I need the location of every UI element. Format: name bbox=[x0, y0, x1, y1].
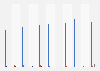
Bar bbox=[46, 4, 54, 67]
Bar bbox=[15, 66, 16, 67]
Bar bbox=[6, 66, 7, 67]
Bar bbox=[65, 23, 66, 67]
Bar bbox=[63, 4, 71, 67]
Bar bbox=[74, 19, 75, 67]
Bar bbox=[40, 65, 41, 67]
Bar bbox=[31, 26, 32, 67]
Bar bbox=[14, 65, 15, 67]
Bar bbox=[41, 66, 42, 67]
Bar bbox=[29, 4, 37, 67]
Bar bbox=[22, 27, 23, 67]
Bar bbox=[92, 66, 93, 67]
Bar bbox=[57, 66, 58, 67]
Bar bbox=[12, 4, 19, 67]
Bar bbox=[75, 66, 76, 67]
Bar bbox=[94, 64, 95, 67]
Bar bbox=[91, 22, 92, 67]
Bar bbox=[5, 30, 6, 67]
Bar bbox=[32, 66, 33, 67]
Bar bbox=[81, 4, 88, 67]
Bar bbox=[23, 65, 24, 67]
Bar bbox=[49, 66, 50, 67]
Bar bbox=[48, 24, 49, 67]
Bar bbox=[66, 66, 67, 67]
